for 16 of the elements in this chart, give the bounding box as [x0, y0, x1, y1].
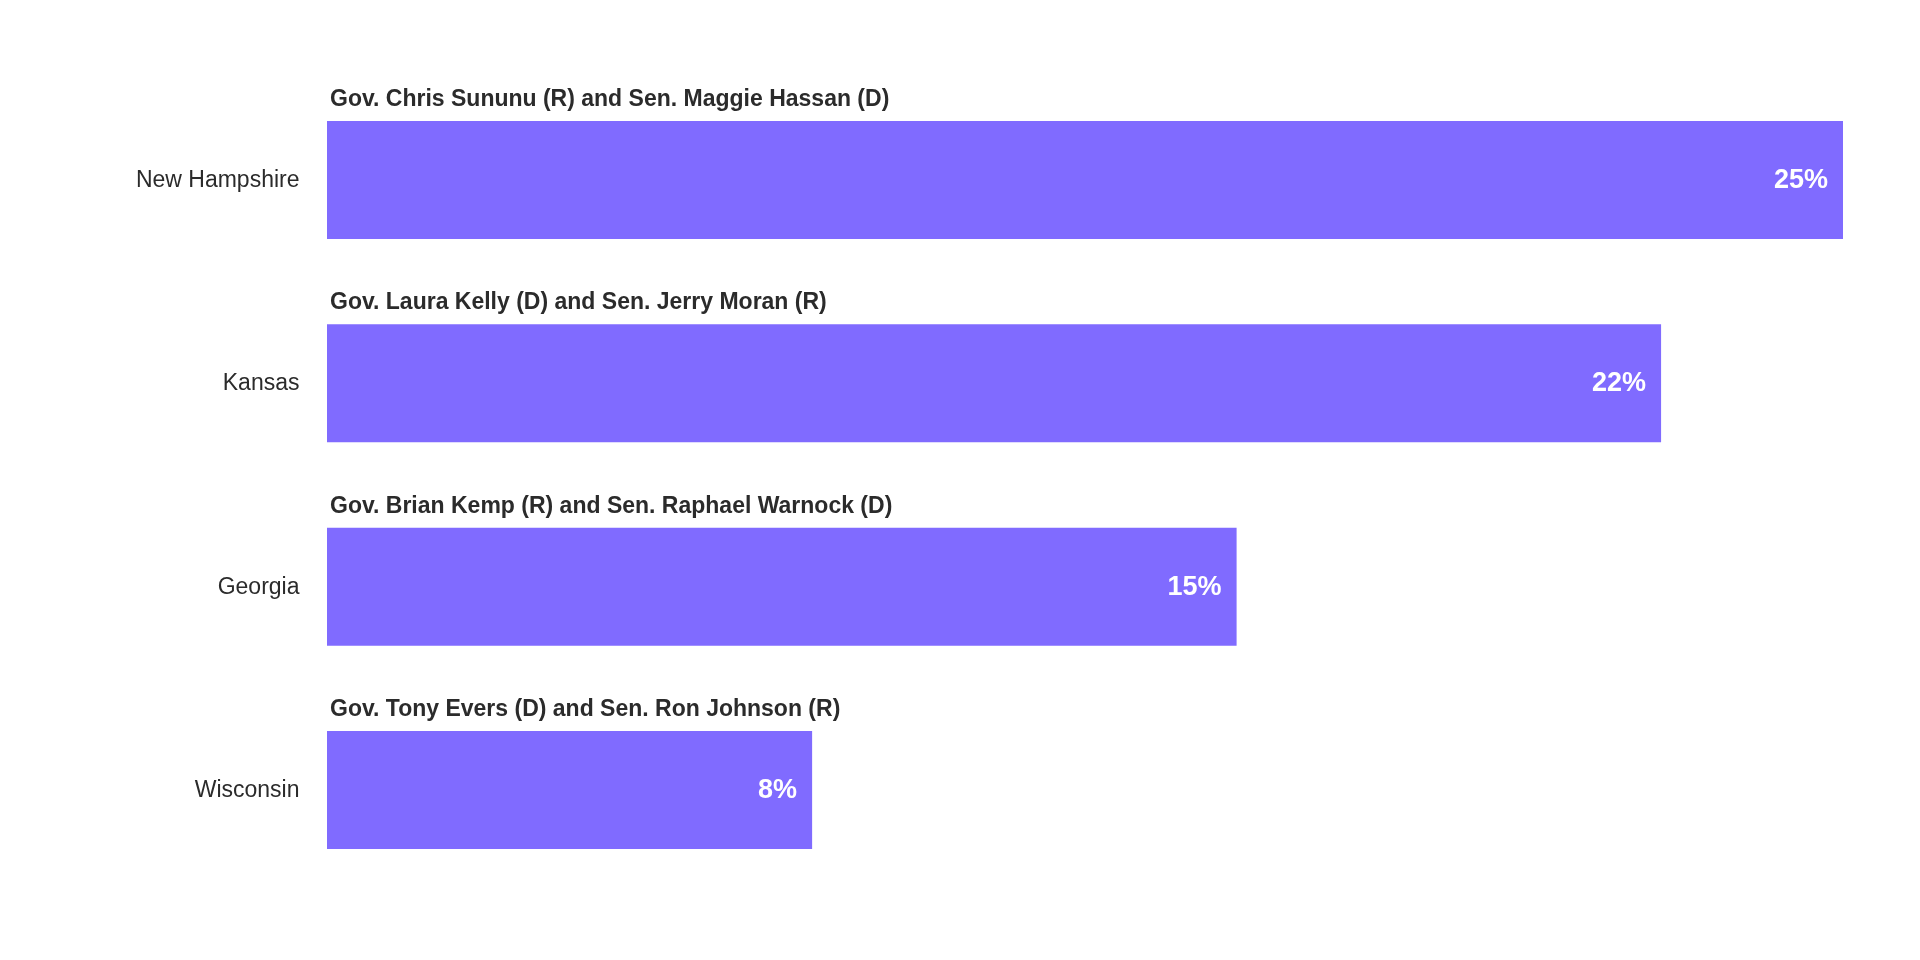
y-tick-label: Kansas	[222, 369, 300, 396]
y-tick-label: New Hampshire	[135, 165, 300, 192]
annotation: Gov. Laura Kelly (D) and Sen. Jerry Moran (R)	[330, 288, 827, 315]
annotation: Gov. Chris Sununu (R) and Sen. Maggie Hassan (D)	[330, 85, 890, 111]
bar	[327, 527, 1237, 646]
bar	[327, 121, 1843, 239]
data-label: 15%	[1167, 570, 1222, 601]
data-label: 25%	[1773, 163, 1828, 194]
annotation: Gov. Tony Evers (D) and Sen. Ron Johnson (R)	[330, 695, 841, 722]
y-tick-label: Georgia	[217, 572, 300, 599]
bar	[327, 731, 813, 849]
annotation: Gov. Brian Kemp (R) and Sen. Raphael Warnock (D)	[330, 491, 893, 518]
data-label: 22%	[1592, 367, 1647, 398]
data-label: 8%	[758, 774, 798, 805]
y-tick-label: Wisconsin	[194, 776, 300, 803]
bar	[327, 324, 1662, 443]
